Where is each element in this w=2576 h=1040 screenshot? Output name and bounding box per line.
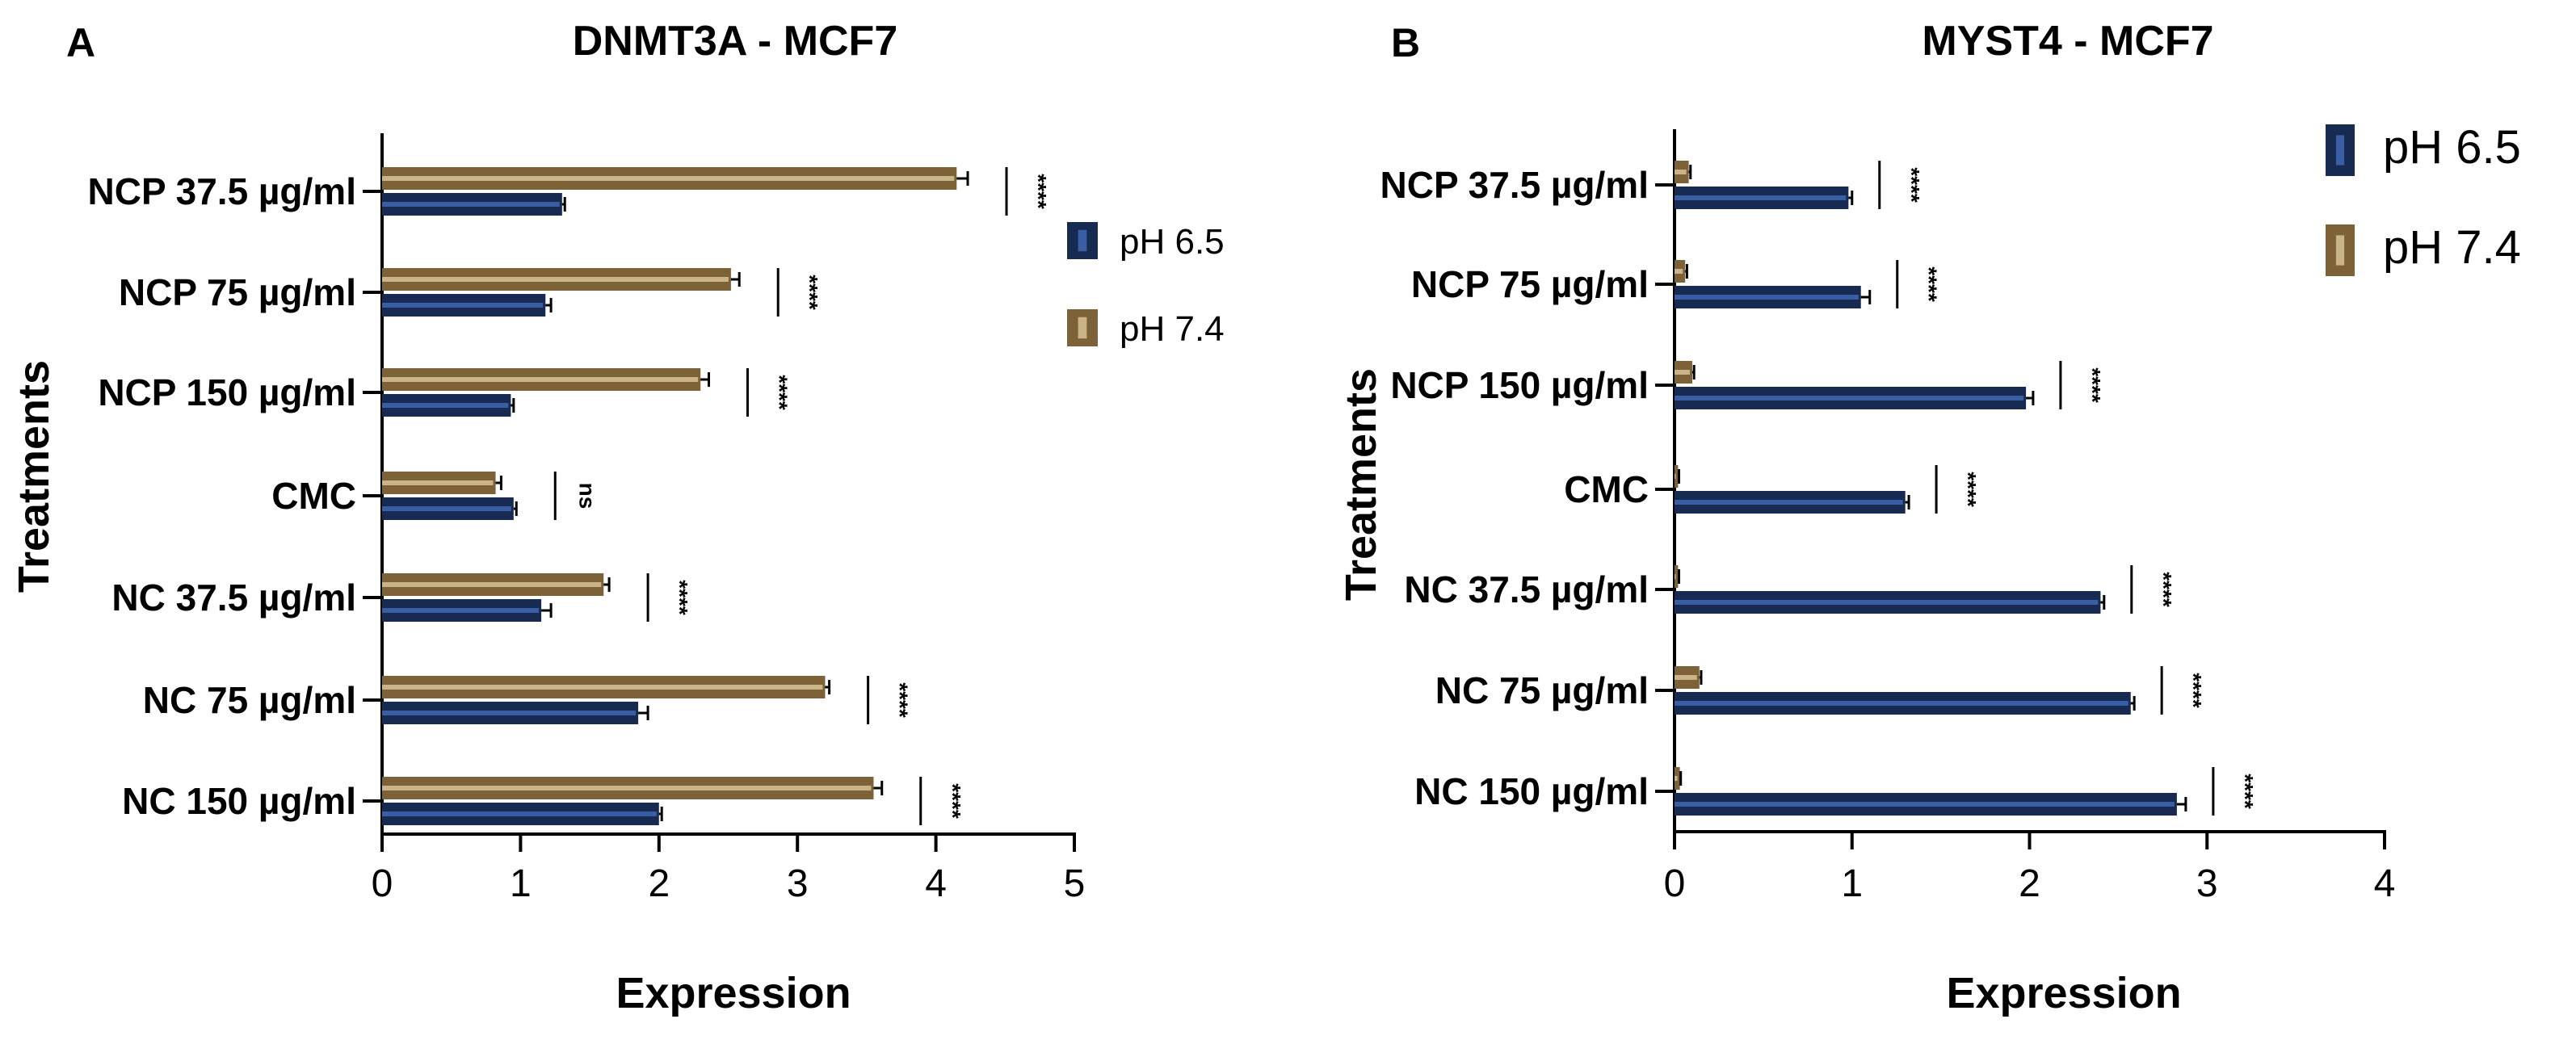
panel-a-significance-label: **** [667, 580, 692, 615]
panel-b-significance-label: **** [2233, 774, 2258, 809]
panel-b-significance-label: **** [1917, 266, 1942, 302]
panel-a-y-axis-title: Treatments [10, 360, 58, 593]
panel-b-legend-label-phpH74: pH 7.4 [2383, 221, 2521, 274]
panel-b-legend-swatch-inner-phpH65 [2335, 135, 2345, 166]
panel-b-category-label: NC 150 µg/ml [1414, 770, 1649, 812]
panel-b-x-tick-label: 0 [1664, 862, 1686, 905]
panel-b-x-tick-label: 1 [1841, 862, 1863, 905]
panel-a-x-tick-label: 3 [787, 862, 809, 905]
panel-a-x-tick-label: 1 [510, 862, 532, 905]
panel-a-significance-label: **** [1026, 174, 1051, 209]
panel-b-legend-swatch-inner-phpH74 [2335, 235, 2345, 266]
panel-b-category-label: NC 75 µg/ml [1435, 669, 1649, 711]
panel-a-letter: A [66, 20, 95, 65]
panel-a-legend-label-phpH74: pH 7.4 [1120, 309, 1225, 349]
panel-a-x-tick-label: 4 [925, 862, 947, 905]
panel-b-x-tick-label: 2 [2019, 862, 2040, 905]
panel-b-y-axis-title: Treatments [1337, 368, 1385, 601]
panel-a-significance-label: **** [888, 682, 913, 718]
panel-b-title: MYST4 - MCF7 [1922, 18, 2213, 65]
panel-b-x-axis-title: Expression [1946, 969, 2181, 1017]
panel-a-category-label: NC 37.5 µg/ml [111, 577, 356, 619]
panel-a-category-label: CMC [271, 475, 356, 517]
panel-b-significance-label: **** [1899, 167, 1924, 203]
panel-a-x-axis-title: Expression [616, 969, 851, 1017]
panel-b-category-label: NCP 37.5 µg/ml [1380, 164, 1649, 206]
panel-a-significance-label: ns [574, 483, 599, 510]
panel-b-significance-label: **** [2080, 367, 2105, 403]
panel-b-significance-label: **** [1956, 472, 1981, 507]
panel-a-category-label: NCP 75 µg/ml [119, 271, 356, 313]
panel-a-category-label: NCP 37.5 µg/ml [88, 170, 356, 212]
panel-a-x-tick-label: 2 [648, 862, 670, 905]
panel-b-chart: 0 1 2 3 4 NCP 37.5 µg/ml **** NCP 75 µg/ml **** N… [1380, 121, 2521, 905]
panel-b-letter: B [1391, 20, 1420, 65]
panel-a-legend-swatch-inner-phpH74 [1078, 317, 1087, 339]
panel-b-significance-label: **** [2181, 673, 2206, 708]
panel-b-legend-label-phpH65: pH 6.5 [2383, 121, 2521, 174]
panel-a-significance-label: **** [940, 783, 965, 819]
panel-a-category-label: NCP 150 µg/ml [98, 371, 356, 413]
panel-b-category-label: NCP 150 µg/ml [1390, 364, 1649, 406]
panel-a-significance-label: **** [797, 275, 822, 310]
panel-b-significance-label: **** [2151, 572, 2176, 607]
panel-a-chart: 0 1 2 3 4 5 NCP 37.5 µg/ml **** NCP 75 µg/ml ****… [88, 133, 1225, 905]
panel-b-bar-phpH74 [1675, 565, 1679, 588]
panel-b-x-tick-label: 3 [2196, 862, 2218, 905]
panel-a-category-label: NC 150 µg/ml [122, 780, 356, 822]
panel-a-title: DNMT3A - MCF7 [573, 18, 898, 65]
panel-a-x-tick-label: 5 [1064, 862, 1086, 905]
panel-a-significance-label: **** [767, 375, 792, 410]
panel-b-bar-phpH74 [1675, 465, 1679, 488]
panel-b-x-tick-label: 4 [2374, 862, 2396, 905]
panel-b-category-label: CMC [1564, 468, 1649, 510]
panel-a-category-label: NC 75 µg/ml [143, 679, 356, 721]
panel-b-category-label: NCP 75 µg/ml [1411, 263, 1649, 305]
panel-b-category-label: NC 37.5 µg/ml [1404, 568, 1649, 610]
panel-a-legend-label-phpH65: pH 6.5 [1120, 222, 1225, 262]
panel-a-x-tick-label: 0 [372, 862, 393, 905]
panel-a-legend-swatch-inner-phpH65 [1078, 229, 1087, 252]
